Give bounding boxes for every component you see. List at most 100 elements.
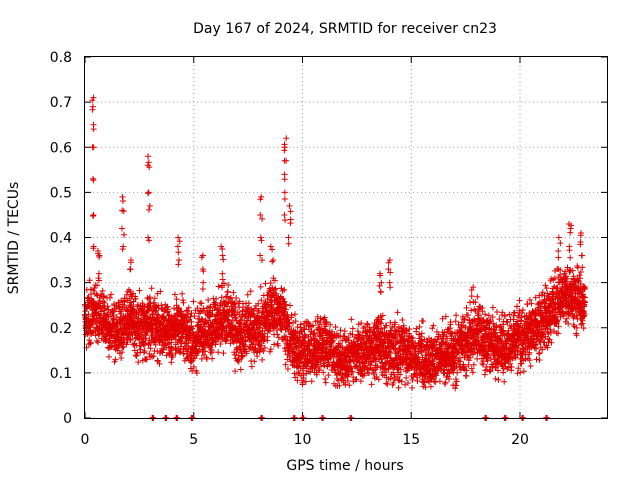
data-point xyxy=(285,240,292,247)
data-point xyxy=(332,323,339,330)
data-point xyxy=(259,356,266,363)
data-point xyxy=(90,211,97,218)
data-point xyxy=(399,317,406,324)
data-point xyxy=(420,318,427,325)
data-point xyxy=(464,312,471,319)
data-point xyxy=(197,299,204,306)
data-point xyxy=(395,384,402,391)
data-point xyxy=(442,379,449,386)
data-point xyxy=(260,347,267,354)
data-point xyxy=(383,380,390,387)
data-point xyxy=(297,321,304,328)
data-point xyxy=(543,285,550,292)
data-point xyxy=(281,189,288,196)
data-point xyxy=(519,306,526,313)
data-point xyxy=(302,378,309,385)
x-tick-label: 0 xyxy=(81,432,90,448)
data-point xyxy=(224,288,231,295)
data-point xyxy=(271,286,278,293)
data-point xyxy=(90,126,97,133)
y-tick-label: 0.5 xyxy=(50,185,72,201)
data-point xyxy=(337,327,344,334)
data-point xyxy=(86,277,93,284)
data-point xyxy=(231,351,238,358)
data-point xyxy=(244,291,251,298)
x-tick-label: 20 xyxy=(511,432,529,448)
data-point xyxy=(229,307,236,314)
data-point xyxy=(175,257,182,264)
data-point xyxy=(147,339,154,346)
data-point xyxy=(299,381,306,388)
x-tick-label: 15 xyxy=(402,432,420,448)
data-point xyxy=(94,282,101,289)
data-point xyxy=(207,349,214,356)
data-point xyxy=(501,378,508,385)
data-point xyxy=(286,202,293,209)
data-point xyxy=(271,341,278,348)
data-point xyxy=(225,317,232,324)
data-point xyxy=(257,283,264,290)
data-point xyxy=(463,373,470,380)
y-tick-label: 0.2 xyxy=(50,321,72,337)
data-point xyxy=(283,301,290,308)
data-point xyxy=(281,147,288,154)
data-point xyxy=(275,342,282,349)
data-point xyxy=(179,297,186,304)
data-point xyxy=(237,366,244,373)
data-point xyxy=(555,254,562,261)
data-point xyxy=(145,159,152,166)
data-point xyxy=(145,234,152,241)
data-point xyxy=(257,346,264,353)
data-point xyxy=(190,363,197,370)
data-point xyxy=(495,376,502,383)
data-point xyxy=(244,317,251,324)
data-point xyxy=(148,285,155,292)
data-point xyxy=(555,234,562,241)
y-axis-label: SRMTID / TECUs xyxy=(6,182,22,295)
data-point xyxy=(119,344,126,351)
data-point xyxy=(281,286,288,293)
y-tick-label: 0.3 xyxy=(50,276,72,292)
data-point xyxy=(175,261,182,268)
data-point xyxy=(99,327,106,334)
data-point xyxy=(309,322,316,329)
data-point xyxy=(322,375,329,382)
data-point xyxy=(195,348,202,355)
data-point xyxy=(266,348,273,355)
x-tick-label: 5 xyxy=(189,432,198,448)
data-point xyxy=(489,304,496,311)
data-point xyxy=(219,252,226,259)
x-tick-label: 10 xyxy=(294,432,312,448)
data-point xyxy=(230,308,237,315)
data-point xyxy=(95,270,102,277)
data-point xyxy=(302,362,309,369)
data-point xyxy=(542,282,549,289)
data-point xyxy=(195,310,202,317)
data-point xyxy=(261,330,268,337)
data-point xyxy=(273,290,280,297)
data-point xyxy=(230,307,237,314)
data-point xyxy=(235,358,242,365)
data-point xyxy=(322,379,329,386)
data-point xyxy=(386,257,393,264)
data-point xyxy=(145,206,152,213)
data-point xyxy=(92,332,99,339)
data-point xyxy=(281,195,288,202)
data-point xyxy=(311,330,318,337)
data-point xyxy=(152,341,159,348)
data-point xyxy=(156,360,163,367)
data-point xyxy=(150,353,157,360)
data-point xyxy=(245,300,252,307)
data-point xyxy=(132,295,139,302)
data-point xyxy=(173,296,180,303)
data-point xyxy=(208,348,215,355)
data-point xyxy=(577,268,584,275)
data-point xyxy=(348,316,355,323)
data-point xyxy=(274,331,281,338)
y-tick-labels: 00.10.20.30.40.50.60.70.8 xyxy=(50,50,72,427)
data-point xyxy=(213,295,220,302)
data-point xyxy=(281,157,288,164)
data-point xyxy=(579,252,586,259)
data-point xyxy=(264,333,271,340)
data-point xyxy=(567,229,574,236)
